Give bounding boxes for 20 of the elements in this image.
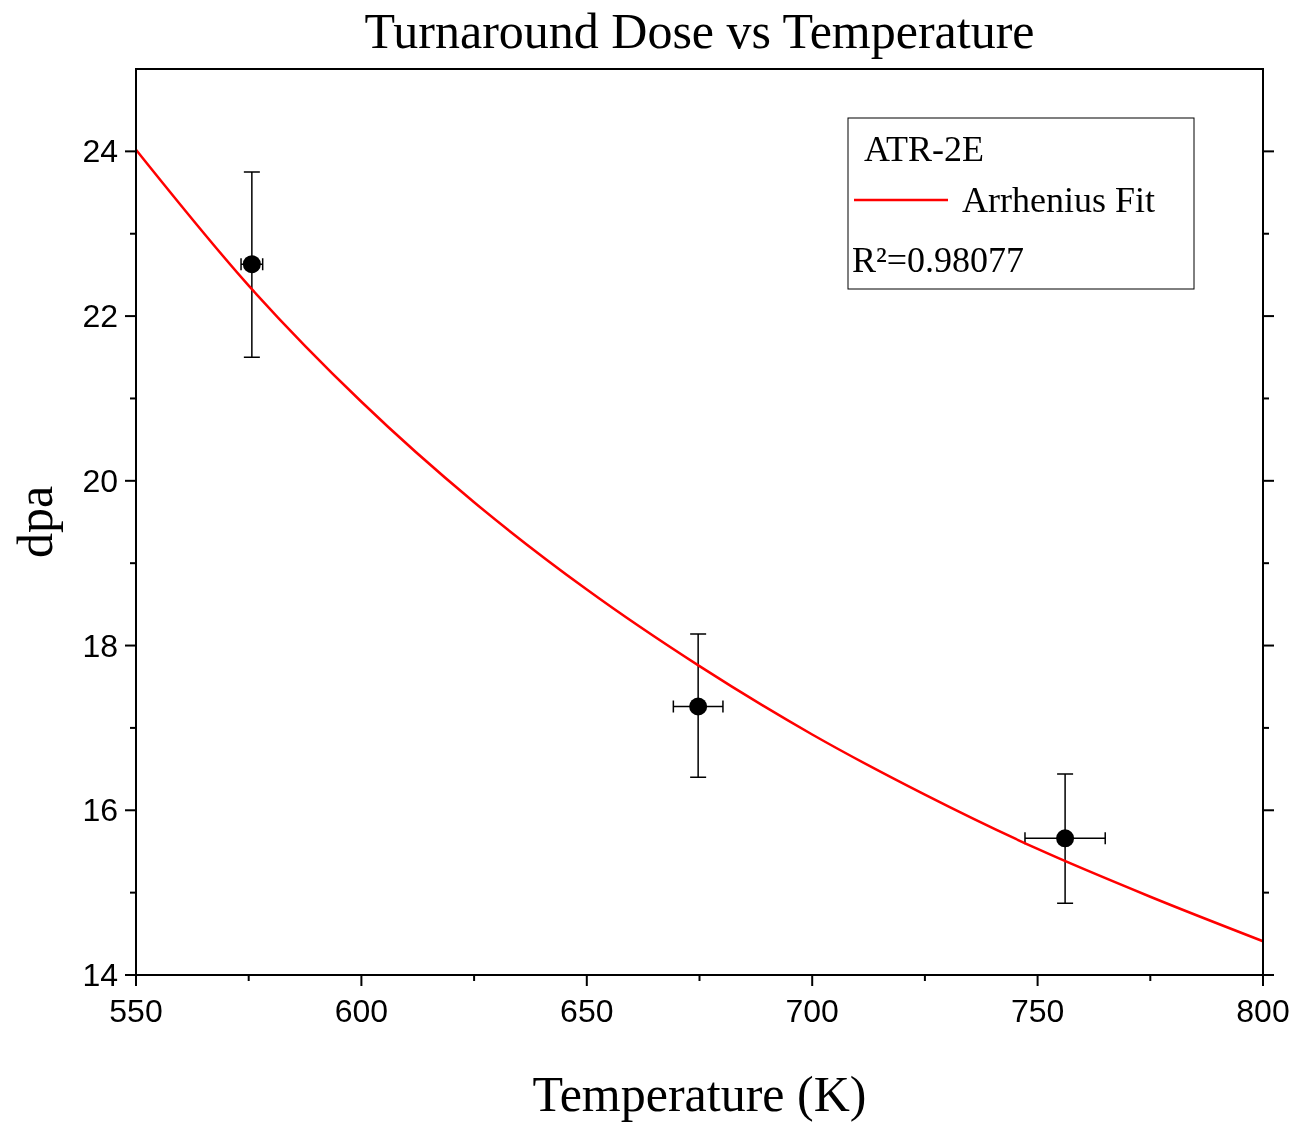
x-tick-label: 650 [560,993,614,1029]
x-tick-label: 700 [785,993,839,1029]
x-tick-label: 550 [109,993,163,1029]
chart-title: Turnaround Dose vs Temperature [364,3,1035,59]
y-tick-label: 18 [82,627,118,664]
y-axis-title: dpa [7,485,63,559]
x-tick-label: 750 [1010,993,1065,1029]
annotation: R²=0.98077 [852,240,1025,280]
x-axis-title: Temperature (K) [532,1066,867,1122]
legend-label: Arrhenius Fit [962,180,1155,220]
x-tick-label: 600 [334,993,389,1029]
point [689,697,708,716]
y-tick-label: 16 [82,792,118,829]
legend-title: ATR-2E [864,129,984,169]
y-tick-label: 22 [82,298,118,335]
x-tick-label: 800 [1236,993,1290,1029]
point [1056,829,1075,848]
y-tick-label: 14 [82,957,118,993]
y-tick-label: 20 [82,462,118,499]
y-tick-label: 24 [82,133,118,170]
